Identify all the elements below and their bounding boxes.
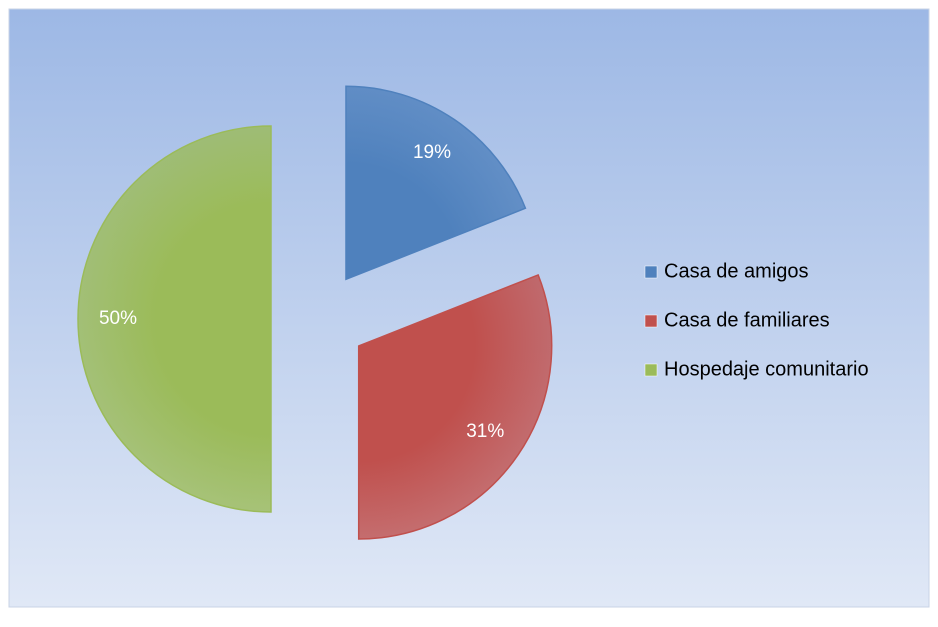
- pie-slice: [77, 125, 272, 513]
- legend-swatch: [644, 363, 658, 377]
- data-label: 19%: [413, 142, 451, 163]
- pie-slice: [345, 85, 527, 281]
- data-label: 50%: [99, 308, 137, 329]
- legend-label: Casa de familiares: [664, 309, 830, 331]
- legend-swatch: [644, 265, 658, 279]
- legend-label: Casa de amigos: [664, 260, 809, 282]
- legend-label: Hospedaje comunitario: [664, 358, 869, 380]
- data-label: 31%: [466, 421, 504, 442]
- pie-slice: [357, 273, 553, 540]
- legend-swatch: [644, 314, 658, 328]
